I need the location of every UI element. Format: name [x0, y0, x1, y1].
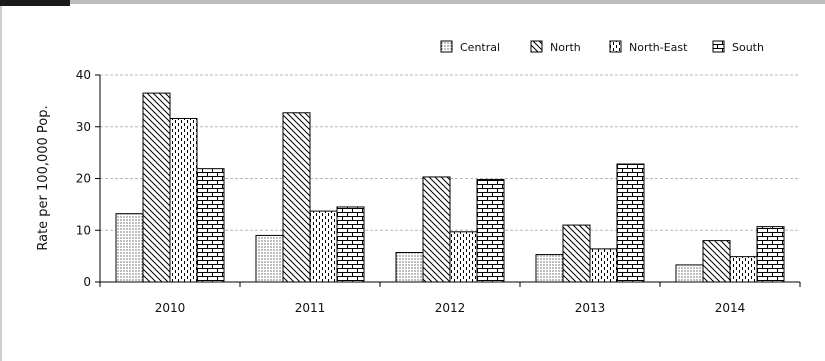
x-tick-label: 2014 — [715, 301, 746, 315]
x-tick-label: 2011 — [295, 301, 326, 315]
legend-label: North-East — [629, 41, 688, 54]
bar-south-2013 — [616, 163, 645, 283]
bar-central-2010 — [115, 213, 144, 283]
bar-north-2011 — [282, 112, 311, 283]
y-tick-label: 40 — [76, 68, 91, 82]
y-tick-label: 30 — [76, 120, 91, 134]
y-tick-label: 0 — [83, 275, 91, 289]
legend: Central North North-East South — [440, 40, 764, 54]
bar-north-east-2011 — [309, 210, 338, 283]
x-tick-label: 2010 — [155, 301, 186, 315]
bar-central-2012 — [395, 252, 424, 283]
legend-swatch-south — [712, 40, 725, 53]
bar-north-2010 — [142, 92, 171, 283]
y-axis: 0 10 20 30 40 — [76, 68, 101, 289]
legend-swatch-north-east — [609, 40, 622, 53]
bar-north-east-2013 — [589, 248, 618, 283]
y-tick-label: 10 — [76, 223, 91, 237]
bar-north-east-2014 — [729, 256, 758, 283]
x-tick-label: 2012 — [435, 301, 466, 315]
bars — [115, 92, 785, 283]
bar-south-2014 — [756, 226, 785, 283]
y-axis-label: Rate per 100,000 Pop. — [36, 105, 51, 250]
legend-swatch-central — [440, 40, 453, 53]
bar-central-2013 — [535, 254, 564, 283]
legend-swatch-north — [530, 40, 543, 53]
y-tick-label: 20 — [76, 172, 91, 186]
bar-north-2013 — [562, 224, 591, 283]
bar-south-2010 — [196, 168, 225, 283]
bar-central-2011 — [255, 234, 284, 283]
bar-north-2014 — [702, 240, 731, 283]
header-accent-bar — [0, 0, 70, 6]
legend-label: Central — [460, 41, 500, 54]
legend-label: South — [732, 41, 764, 54]
x-axis: 2010 2011 2012 2013 2014 — [99, 281, 801, 315]
x-tick-label: 2013 — [575, 301, 606, 315]
bar-central-2014 — [675, 264, 704, 283]
bar-north-east-2012 — [449, 231, 478, 283]
legend-label: North — [550, 41, 581, 54]
bar-south-2011 — [336, 206, 365, 283]
bar-north-2012 — [422, 176, 451, 283]
bar-south-2012 — [476, 179, 505, 283]
header-rule — [70, 0, 825, 4]
bar-north-east-2010 — [169, 117, 198, 283]
